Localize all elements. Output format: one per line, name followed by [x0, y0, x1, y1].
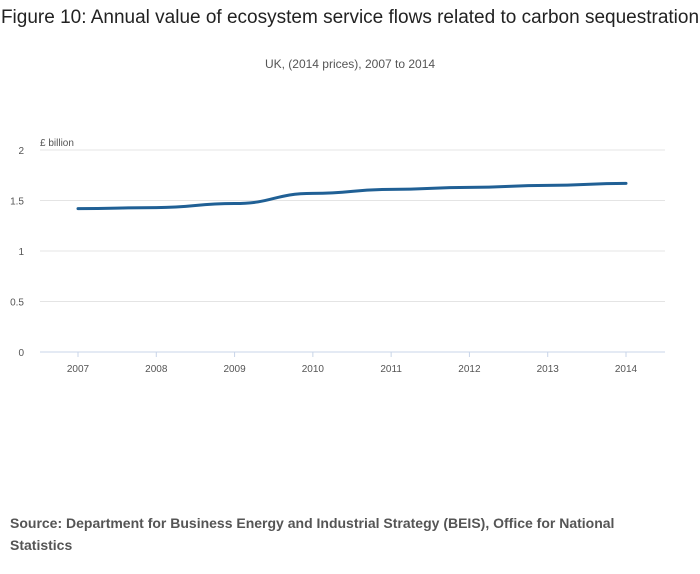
- series-line: [76, 181, 628, 211]
- x-tick-label: 2009: [223, 364, 246, 375]
- chart-title: Figure 10: Annual value of ecosystem ser…: [0, 7, 700, 28]
- chart-subtitle: UK, (2014 prices), 2007 to 2014: [264, 57, 436, 71]
- y-tick-label: 1.5: [10, 197, 24, 208]
- y-tick-label: 1: [18, 247, 24, 258]
- x-tick-label: 2008: [145, 364, 168, 375]
- y-tick-label: 0.5: [10, 298, 24, 309]
- y-tick-label: 0: [18, 348, 24, 359]
- source-note: Source: Department for Business Energy a…: [10, 515, 615, 553]
- x-tick-label: 2012: [458, 364, 481, 375]
- y-axis-label: £ billion: [40, 138, 74, 149]
- x-tick-label: 2011: [380, 364, 402, 375]
- x-tick-label: 2013: [537, 364, 560, 375]
- y-tick-label: 2: [18, 146, 24, 157]
- line-chart: £ billion 0 0.5 1 1.5 2 2007 2008 2009 2010 2011…: [10, 138, 665, 375]
- x-tick-label: 2007: [67, 364, 90, 375]
- x-tick-label: 2014: [615, 364, 638, 375]
- x-tick-label: 2010: [302, 364, 325, 375]
